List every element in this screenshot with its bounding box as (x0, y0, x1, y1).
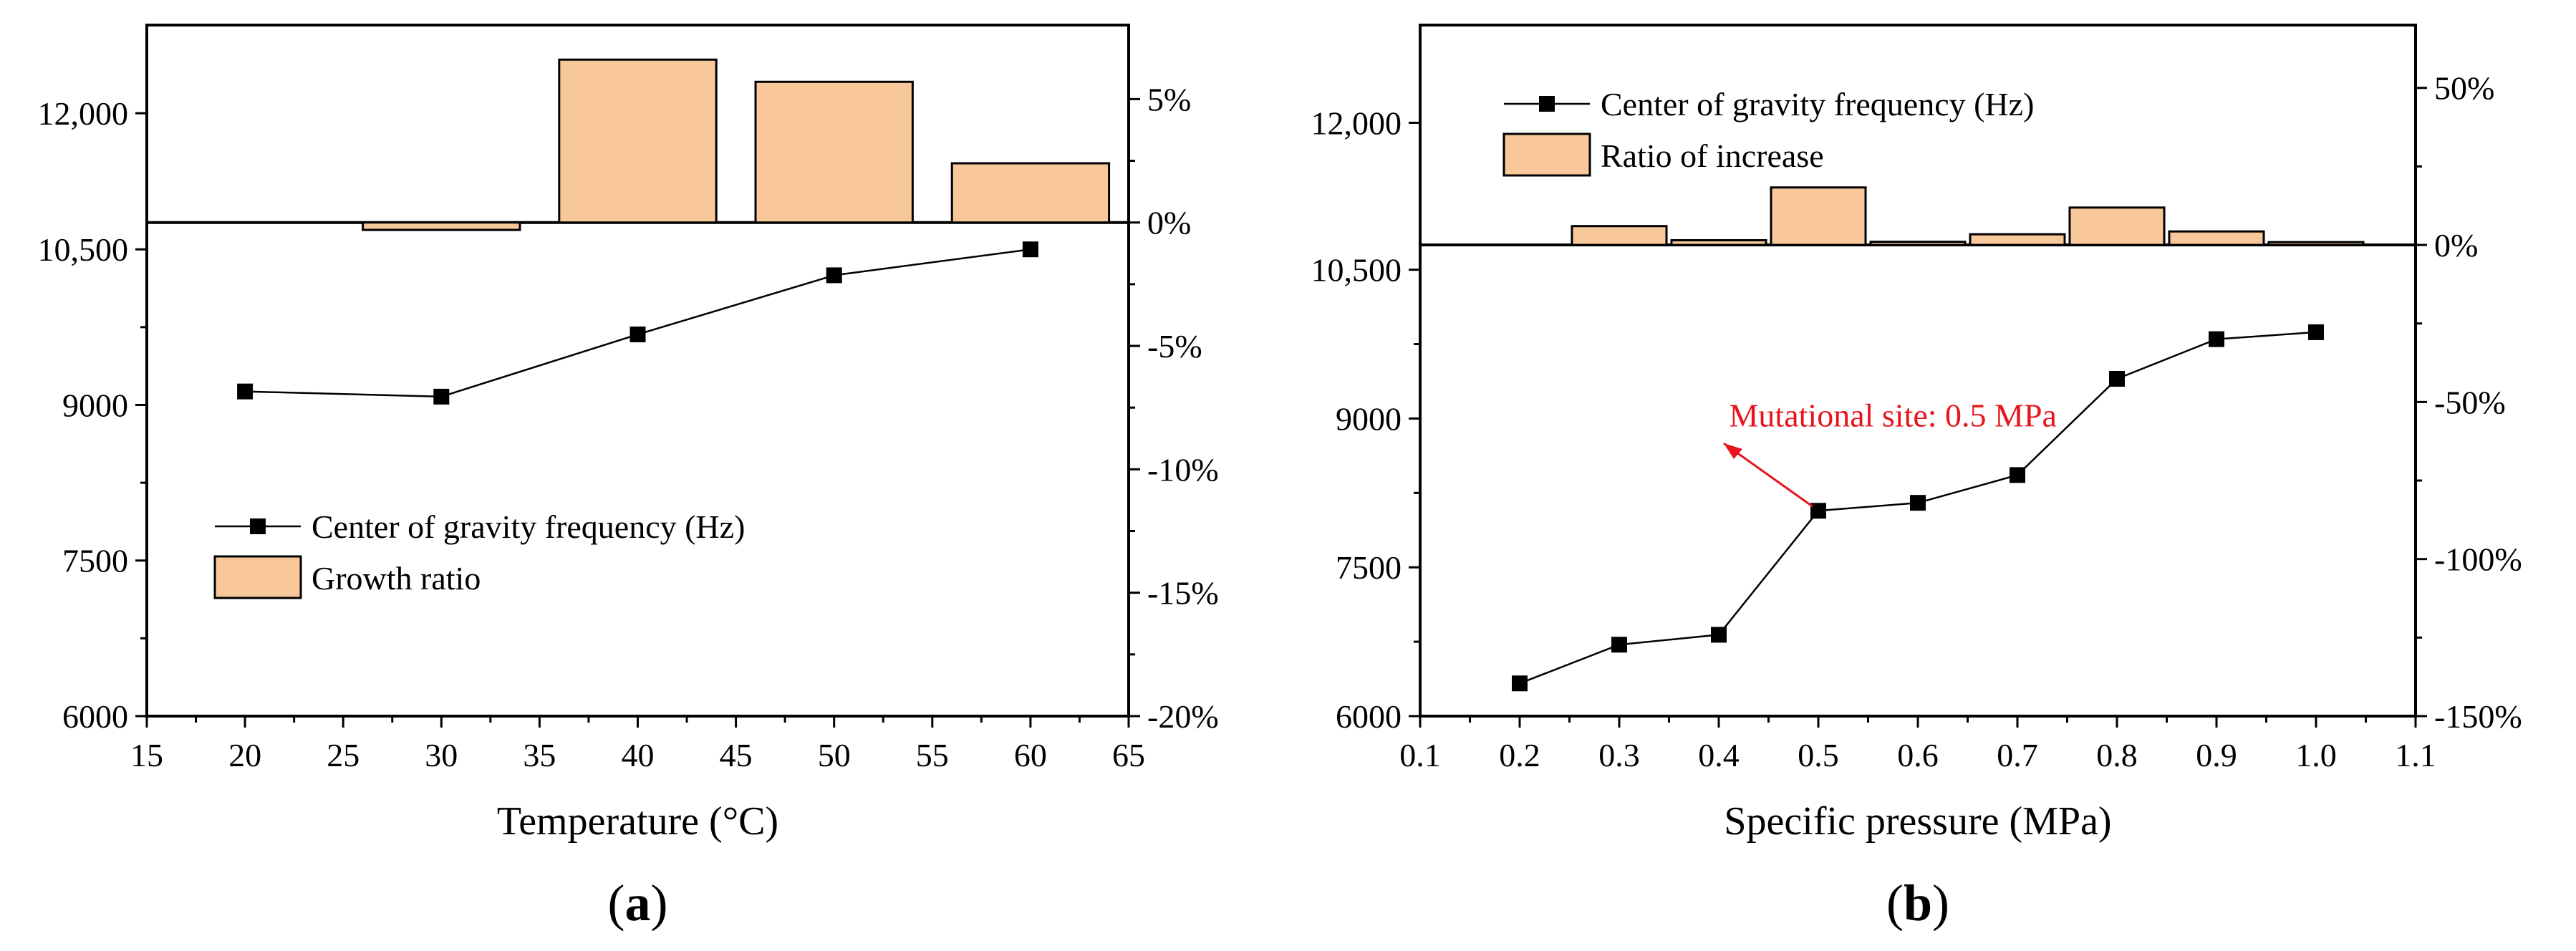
right-y-tick-label: -50% (2434, 384, 2506, 420)
bar-2 (754, 80, 914, 224)
x-tick-label: 60 (1014, 737, 1047, 773)
left-y-tick-label: 12,000 (1311, 105, 1402, 141)
bar-3 (950, 162, 1111, 224)
legend-label-ratio: Ratio of increase (1601, 137, 1824, 174)
right-y-tick-label: -100% (2434, 541, 2522, 578)
right-y-tick-label: -15% (1147, 575, 1219, 612)
x-tick-label: 40 (622, 737, 655, 773)
left-y-tick-label: 9000 (62, 387, 128, 423)
frequency-point-0 (237, 383, 254, 400)
x-tick-label: 20 (228, 737, 261, 773)
frequency-point-2 (1711, 627, 1727, 643)
frequency-point-3 (826, 267, 842, 284)
legend-marker-swatch (250, 518, 266, 534)
x-tick-label: 0.6 (1897, 737, 1939, 773)
frequency-point-2 (629, 326, 646, 342)
bar-1 (1670, 238, 1767, 246)
bar-1 (558, 58, 718, 224)
panel-label-letter: b (1904, 874, 1932, 932)
right-y-tick-label: 0% (1147, 205, 1191, 241)
x-tick-label: 35 (523, 737, 556, 773)
frequency-point-6 (2109, 371, 2125, 387)
legend: Center of gravity frequency (Hz) Growth r… (213, 508, 745, 599)
bar-3 (1869, 241, 1967, 246)
x-tick-label: 0.5 (1798, 737, 1839, 773)
bar-5 (2068, 206, 2166, 246)
left-y-tick-label: 6000 (1336, 698, 1402, 735)
x-tick-label: 0.8 (2096, 737, 2138, 773)
legend: Center of gravity frequency (Hz) Ratio of… (1502, 86, 2034, 177)
frequency-point-4 (1022, 241, 1038, 258)
x-tick-label: 0.1 (1399, 737, 1441, 773)
x-tick-label: 0.7 (1997, 737, 2038, 773)
x-axis-title: Temperature (°C) (497, 799, 778, 844)
frequency-point-7 (2209, 331, 2224, 347)
panel-label: (a) (608, 874, 668, 932)
legend-bar-swatch (213, 555, 302, 599)
legend-marker-swatch (1539, 96, 1555, 112)
right-y-tick-label: -150% (2434, 698, 2522, 735)
right-y-tick-label: -5% (1147, 328, 1202, 365)
x-tick-label: 45 (720, 737, 753, 773)
frequency-point-5 (2010, 467, 2025, 483)
legend-label-ratio: Growth ratio (312, 560, 481, 597)
x-tick-label: 55 (916, 737, 949, 773)
left-y-tick-label: 9000 (1336, 400, 1402, 437)
x-tick-label: 15 (130, 737, 163, 773)
x-tick-label: 50 (818, 737, 851, 773)
x-tick-label: 0.9 (2196, 737, 2237, 773)
panel-label-close: ) (651, 874, 668, 932)
right-y-tick-label: 50% (2434, 70, 2494, 107)
panel-label-close: ) (1932, 874, 1949, 932)
panel-label-letter: a (625, 874, 651, 932)
left-y-tick-label: 10,500 (1311, 252, 1402, 289)
x-tick-label: 1.1 (2395, 737, 2436, 773)
panel-label-open: ( (1886, 874, 1904, 932)
left-y-tick-label: 12,000 (38, 95, 129, 132)
legend-bar-swatch (1502, 132, 1591, 177)
left-y-tick-label: 6000 (62, 698, 128, 735)
frequency-point-1 (433, 388, 450, 405)
x-tick-label: 0.3 (1598, 737, 1640, 773)
x-tick-label: 0.2 (1499, 737, 1540, 773)
x-tick-label: 30 (425, 737, 458, 773)
frequency-line (245, 248, 1031, 398)
right-y-tick-label: 0% (2434, 227, 2478, 264)
panel-label-open: ( (608, 874, 625, 932)
x-tick-label: 1.0 (2295, 737, 2337, 773)
x-axis-title: Specific pressure (MPa) (1724, 799, 2111, 844)
chart-panel-a: 15 20 25 30 35 40 45 50 55 60 65 Temperature (°C) 60… (38, 24, 1219, 932)
panel-label: (b) (1886, 874, 1949, 932)
annotation-arrowhead (1723, 443, 1742, 460)
left-y-tick-label: 10,500 (38, 231, 129, 268)
bar-2 (1770, 186, 1867, 246)
legend-label-frequency: Center of gravity frequency (Hz) (1601, 86, 2034, 122)
frequency-point-4 (1910, 495, 1926, 511)
bar-4 (1969, 233, 2066, 246)
plot-frame (1419, 24, 2417, 718)
frequency-point-1 (1611, 637, 1627, 653)
left-y-tick-label: 7500 (1336, 549, 1402, 586)
frequency-point-8 (2308, 324, 2324, 340)
frequency-point-3 (1810, 503, 1826, 519)
x-tick-label: 25 (327, 737, 360, 773)
annotation-arrow (1723, 442, 1813, 508)
bar-0 (362, 221, 521, 231)
annotation-text: Mutational site: 0.5 MPa (1730, 397, 2057, 434)
bar-0 (1571, 225, 1668, 246)
x-tick-label: 0.4 (1698, 737, 1740, 773)
left-y-tick-label: 7500 (62, 543, 128, 579)
x-tick-label: 65 (1112, 737, 1145, 773)
frequency-point-0 (1512, 675, 1528, 692)
bar-7 (2267, 241, 2365, 246)
legend-label-frequency: Center of gravity frequency (Hz) (312, 508, 745, 545)
chart-panel-b: 0.1 0.2 0.3 0.4 0.5 0.6 0.7 0.8 0.9 1.0 1.1 Specifi… (1311, 24, 2522, 932)
bar-6 (2168, 230, 2265, 246)
right-y-tick-label: -20% (1147, 698, 1219, 735)
right-y-tick-label: -10% (1147, 451, 1219, 488)
right-y-tick-label: 5% (1147, 81, 1191, 117)
